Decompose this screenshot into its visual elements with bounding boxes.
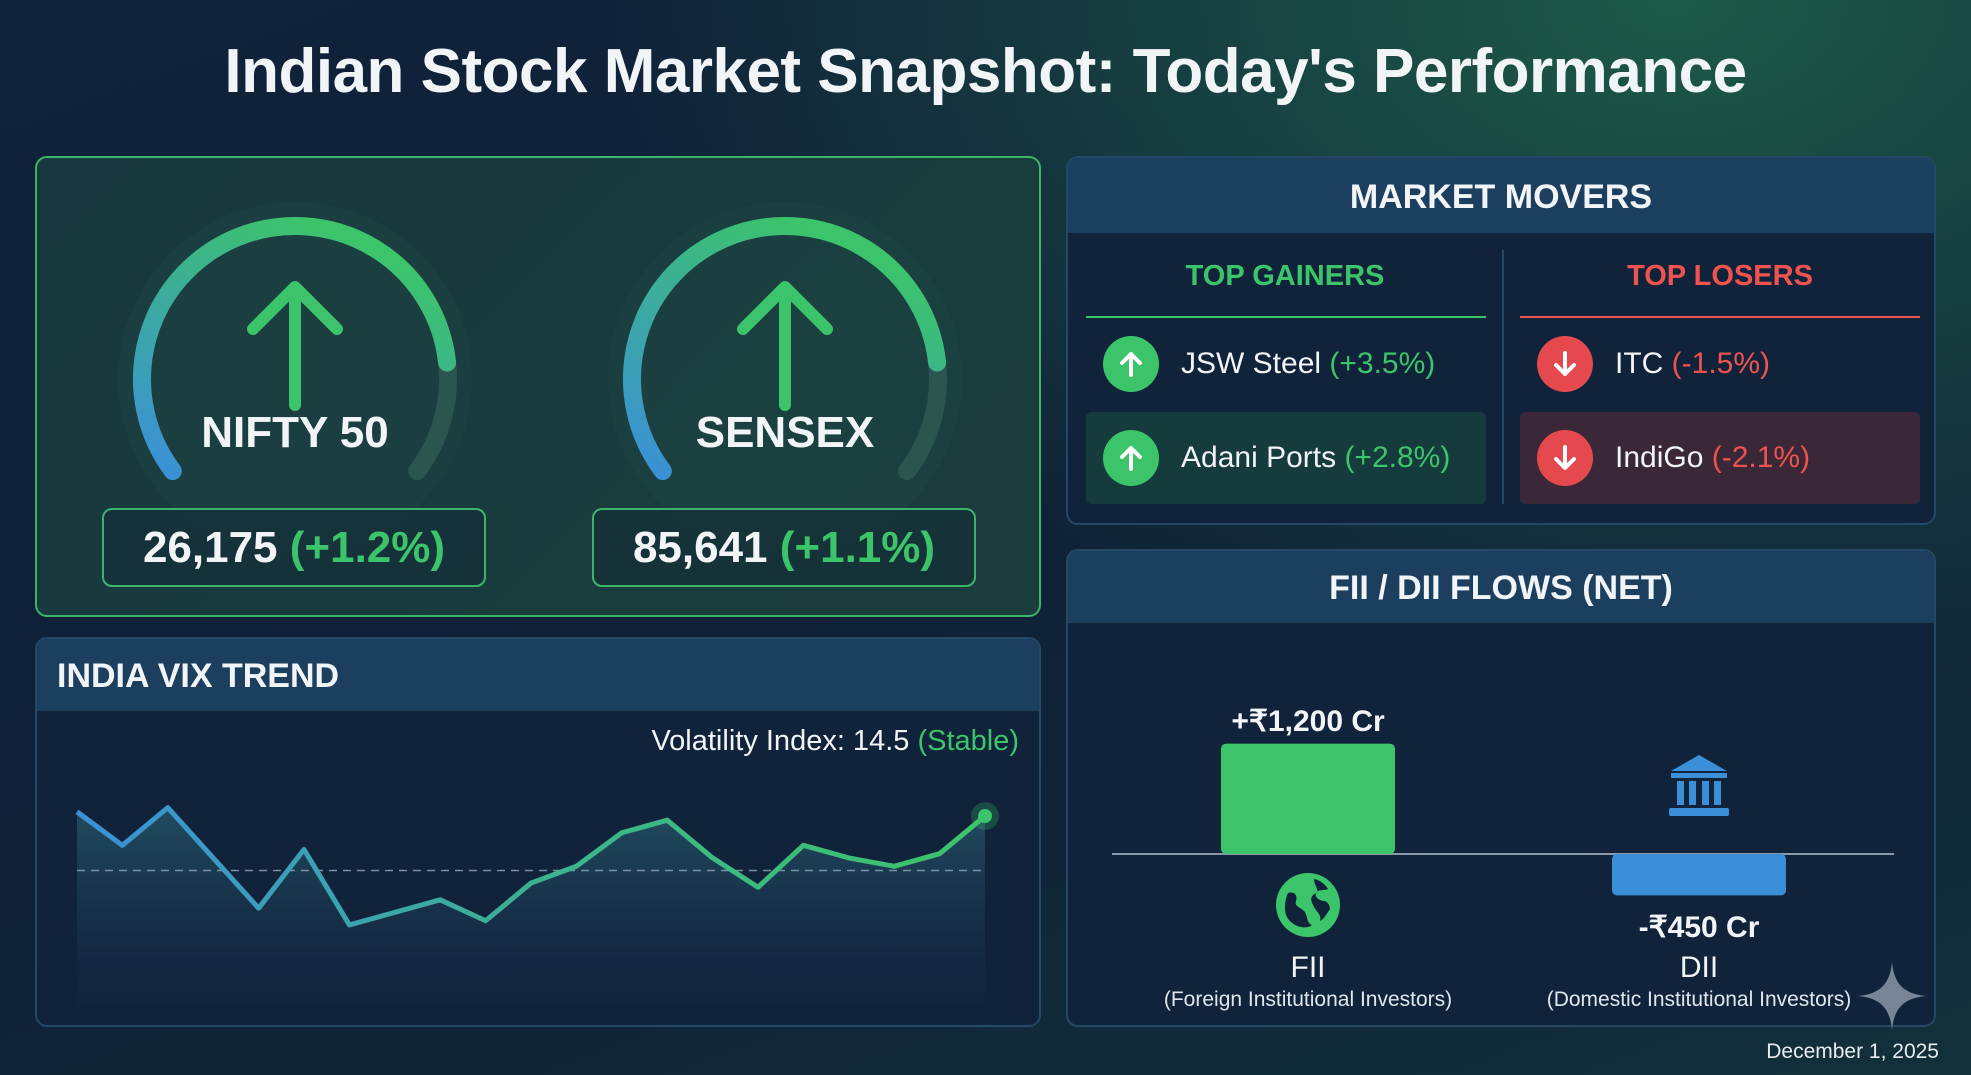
loser-name: ITC bbox=[1615, 347, 1664, 380]
gauges bbox=[118, 202, 962, 556]
losers-divider bbox=[1520, 316, 1920, 318]
vix-line bbox=[75, 805, 987, 928]
flows-title: FII / DII FLOWS (NET) bbox=[1329, 569, 1673, 607]
flows-chart bbox=[1112, 743, 1894, 896]
top-gainers-label: TOP GAINERS bbox=[1185, 260, 1385, 292]
gainer-row[interactable]: Adani Ports (+2.8%) bbox=[1086, 412, 1486, 504]
indices-panel: NIFTY 50 SENSEX 26,175 (+1.2%) 85,641 (+… bbox=[35, 156, 1041, 617]
arrow-up-icon bbox=[1103, 430, 1159, 486]
nifty-gauge bbox=[118, 202, 472, 556]
vix-readout: Volatility Index: 14.5 (Stable) bbox=[651, 725, 1019, 758]
column-divider bbox=[1502, 250, 1504, 504]
gainer-name: JSW Steel bbox=[1181, 347, 1322, 380]
fii-description: (Foreign Institutional Investors) bbox=[1163, 988, 1453, 1011]
arrow-up-icon bbox=[737, 281, 833, 411]
nifty-label: NIFTY 50 bbox=[201, 408, 389, 457]
top-losers-label: TOP LOSERS bbox=[1627, 260, 1813, 292]
gainer-row[interactable]: JSW Steel (+3.5%) bbox=[1086, 318, 1486, 410]
arrow-down-icon bbox=[1537, 430, 1593, 486]
fii-dii-panel: FII / DII FLOWS (NET) +₹1,200 Cr -₹450 C… bbox=[1066, 549, 1936, 1027]
gainer-change: (+3.5%) bbox=[1329, 347, 1436, 380]
sparkle-watermark-icon bbox=[1858, 962, 1926, 1030]
date-label: December 1, 2025 bbox=[1766, 1040, 1939, 1063]
sensex-change: (+1.1%) bbox=[779, 523, 936, 572]
gainer-name: Adani Ports bbox=[1181, 441, 1337, 474]
gauge-fill bbox=[133, 217, 457, 481]
vix-area bbox=[77, 807, 985, 1009]
fii-bar bbox=[1221, 743, 1395, 854]
vix-panel: INDIA VIX TREND Volatility Index: 14.5 (… bbox=[35, 637, 1041, 1027]
vix-title: INDIA VIX TREND bbox=[57, 657, 340, 695]
loser-change: (-2.1%) bbox=[1711, 441, 1811, 474]
loser-name: IndiGo bbox=[1615, 441, 1704, 474]
globe-icon bbox=[1276, 873, 1340, 937]
dii-bar bbox=[1612, 854, 1786, 896]
fii-value: +₹1,200 Cr bbox=[1231, 705, 1385, 738]
page-title: Indian Stock Market Snapshot: Today's Pe… bbox=[224, 37, 1747, 106]
dii-description: (Domestic Institutional Investors) bbox=[1546, 988, 1852, 1011]
fii-label: FII bbox=[1290, 951, 1326, 984]
sensex-label: SENSEX bbox=[695, 408, 875, 457]
vix-chart bbox=[75, 802, 999, 1009]
arrow-up-icon bbox=[247, 281, 343, 411]
gainer-change: (+2.8%) bbox=[1344, 441, 1451, 474]
bank-icon bbox=[1669, 755, 1729, 816]
dii-value: -₹450 Cr bbox=[1638, 911, 1760, 944]
gainers-divider bbox=[1086, 316, 1486, 318]
market-movers-panel: MARKET MOVERS TOP GAINERS TOP LOSERS JSW… bbox=[1066, 156, 1936, 525]
nifty-value: 26,175 bbox=[142, 523, 278, 572]
sensex-gauge bbox=[608, 202, 962, 556]
arrow-up-icon bbox=[1103, 336, 1159, 392]
loser-change: (-1.5%) bbox=[1671, 347, 1771, 380]
sensex-value-box: 85,641 (+1.1%) bbox=[592, 508, 976, 587]
sensex-value: 85,641 bbox=[632, 523, 768, 572]
movers-title: MARKET MOVERS bbox=[1349, 178, 1653, 216]
nifty-value-box: 26,175 (+1.2%) bbox=[102, 508, 486, 587]
nifty-change: (+1.2%) bbox=[289, 523, 446, 572]
vix-status: (Stable) bbox=[917, 725, 1019, 757]
gauge-fill bbox=[623, 217, 947, 481]
dii-label: DII bbox=[1679, 951, 1719, 984]
loser-row[interactable]: ITC (-1.5%) bbox=[1520, 318, 1920, 410]
vix-last-point bbox=[978, 809, 992, 823]
arrow-down-icon bbox=[1537, 336, 1593, 392]
loser-row[interactable]: IndiGo (-2.1%) bbox=[1520, 412, 1920, 504]
vix-value: Volatility Index: 14.5 bbox=[651, 725, 910, 757]
